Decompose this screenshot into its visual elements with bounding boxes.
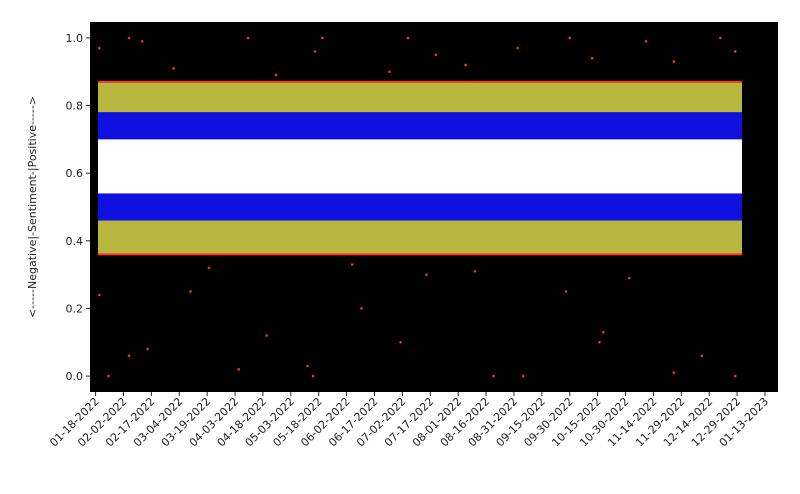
point bbox=[207, 266, 211, 270]
point bbox=[406, 36, 410, 40]
point bbox=[237, 368, 241, 371]
point bbox=[172, 67, 175, 70]
point bbox=[350, 263, 354, 266]
point bbox=[246, 36, 250, 40]
point bbox=[627, 276, 631, 280]
point bbox=[127, 354, 131, 358]
y-tick-label: 0.4 bbox=[66, 235, 84, 248]
point bbox=[434, 53, 438, 57]
point bbox=[700, 354, 704, 358]
point bbox=[644, 39, 648, 43]
point bbox=[492, 374, 495, 378]
point bbox=[313, 50, 317, 53]
point bbox=[598, 340, 601, 344]
point bbox=[733, 374, 737, 378]
point bbox=[360, 307, 363, 310]
point bbox=[568, 36, 572, 40]
point bbox=[97, 46, 101, 50]
point bbox=[425, 273, 428, 276]
y-axis-label: <-----Negative|-Sentiment-|Positive-----… bbox=[26, 96, 39, 318]
point bbox=[399, 340, 402, 344]
sentiment-band bbox=[98, 193, 742, 221]
point bbox=[590, 56, 594, 60]
point bbox=[521, 374, 525, 378]
sentiment-band bbox=[98, 139, 742, 194]
point bbox=[388, 70, 391, 74]
point bbox=[321, 36, 324, 40]
point bbox=[564, 290, 568, 293]
point bbox=[140, 39, 144, 43]
point bbox=[97, 293, 101, 297]
y-tick-label: 0.6 bbox=[66, 167, 84, 180]
sentiment-band bbox=[98, 220, 742, 255]
point bbox=[516, 46, 519, 50]
point bbox=[127, 36, 131, 40]
point bbox=[107, 374, 110, 378]
sentiment-band bbox=[98, 112, 742, 140]
point bbox=[473, 269, 477, 273]
point bbox=[601, 330, 605, 334]
point bbox=[719, 36, 722, 40]
point bbox=[672, 371, 676, 375]
y-tick-label: 1.0 bbox=[66, 32, 84, 45]
point bbox=[733, 50, 737, 53]
y-tick-label: 0.2 bbox=[66, 302, 84, 315]
point bbox=[311, 374, 315, 378]
y-tick-label: 0.8 bbox=[66, 100, 84, 113]
point bbox=[274, 73, 278, 77]
sentiment-band bbox=[98, 81, 742, 113]
point bbox=[464, 63, 467, 67]
point bbox=[265, 334, 268, 337]
point bbox=[672, 60, 676, 63]
y-tick-label: 0.0 bbox=[66, 370, 84, 383]
point bbox=[146, 347, 149, 351]
point bbox=[189, 290, 192, 293]
point bbox=[306, 364, 309, 368]
